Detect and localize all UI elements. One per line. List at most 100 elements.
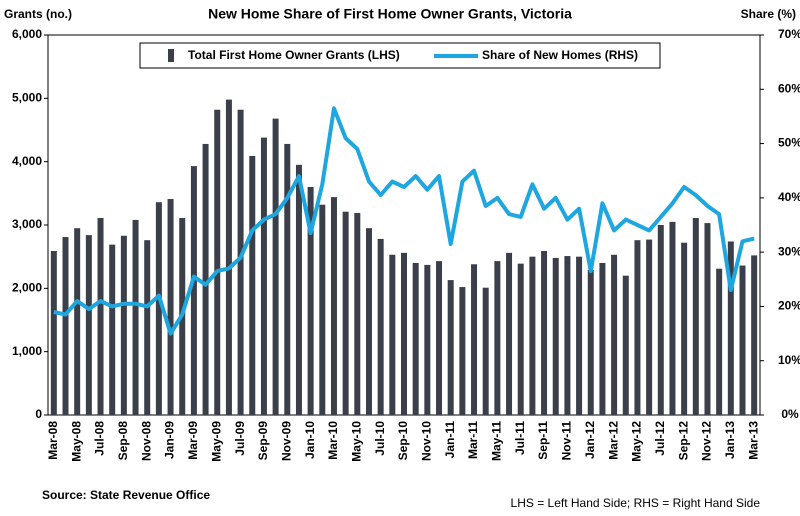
y-tick-label: 0 bbox=[35, 407, 42, 421]
y-tick-label: 6,000 bbox=[12, 27, 42, 41]
legend-swatch bbox=[168, 49, 174, 62]
x-tick-label: Jan-09 bbox=[163, 421, 177, 459]
bar bbox=[62, 237, 69, 415]
x-tick-label: Nov-10 bbox=[420, 421, 434, 461]
y-tick-label: 2,000 bbox=[12, 281, 42, 295]
bar bbox=[307, 187, 314, 415]
x-tick-label: Sep-09 bbox=[256, 421, 270, 461]
bar bbox=[552, 257, 559, 415]
bar bbox=[190, 166, 197, 415]
y2-tick-label: 40% bbox=[778, 190, 800, 204]
line bbox=[53, 106, 755, 336]
bar bbox=[401, 252, 407, 415]
bar bbox=[657, 225, 664, 415]
x-tick-label: Jan-13 bbox=[723, 421, 737, 459]
bar bbox=[599, 263, 606, 415]
x-tick-label: Jul-10 bbox=[373, 421, 387, 456]
bar bbox=[202, 143, 209, 415]
bar bbox=[692, 218, 699, 415]
y2-tick-label: 0% bbox=[781, 407, 799, 421]
bar bbox=[330, 197, 337, 415]
x-tick-label: Nov-09 bbox=[279, 421, 293, 461]
chart-title: New Home Share of First Home Owner Grant… bbox=[208, 6, 572, 22]
bar bbox=[529, 256, 536, 415]
bar bbox=[471, 264, 478, 415]
x-tick-label: Jul-11 bbox=[513, 421, 527, 455]
x-tick-label: Jan-12 bbox=[583, 421, 597, 459]
note: LHS = Left Hand Side; RHS = Right Hand S… bbox=[511, 496, 761, 510]
bar bbox=[506, 252, 513, 415]
legend-label: Total First Home Owner Grants (LHS) bbox=[188, 48, 400, 62]
bar bbox=[622, 275, 629, 415]
x-tick-label: Jul-08 bbox=[93, 421, 107, 456]
x-tick-label: Mar-12 bbox=[606, 421, 620, 460]
bar bbox=[669, 221, 676, 415]
bar bbox=[85, 235, 92, 415]
source: Source: State Revenue Office bbox=[42, 488, 210, 502]
x-tick-label: Nov-11 bbox=[560, 421, 574, 461]
x-tick-label: Mar-11 bbox=[466, 421, 480, 459]
bar bbox=[249, 155, 256, 415]
bar bbox=[751, 255, 758, 415]
x-tick-label: Jan-10 bbox=[303, 421, 317, 459]
x-tick-label: Jan-11 bbox=[443, 421, 457, 459]
bar bbox=[587, 269, 594, 415]
y2-tick-label: 50% bbox=[778, 136, 800, 150]
bar bbox=[576, 256, 583, 415]
bar bbox=[611, 254, 618, 415]
y2-tick-label: 20% bbox=[778, 299, 800, 313]
bar bbox=[739, 265, 746, 415]
x-tick-label: Mar-10 bbox=[326, 421, 340, 460]
bar bbox=[155, 202, 162, 415]
bar bbox=[436, 261, 443, 415]
bar bbox=[564, 256, 571, 415]
x-tick-label: Nov-12 bbox=[700, 421, 714, 461]
y-axis-label: Grants (no.) bbox=[4, 7, 72, 21]
y-tick-label: 5,000 bbox=[12, 91, 42, 105]
bar bbox=[424, 264, 431, 415]
y-tick-label: 3,000 bbox=[12, 217, 42, 231]
x-tick-label: May-09 bbox=[209, 421, 223, 462]
bar bbox=[681, 242, 688, 415]
bar bbox=[389, 254, 396, 415]
bar bbox=[365, 228, 372, 415]
bar bbox=[167, 199, 174, 415]
x-tick-label: May-11 bbox=[490, 421, 504, 461]
bar bbox=[237, 109, 244, 415]
bar bbox=[541, 250, 548, 415]
bar bbox=[295, 164, 302, 415]
y-tick-label: 1,000 bbox=[12, 344, 42, 358]
y2-tick-label: 70% bbox=[778, 27, 800, 41]
x-tick-label: Sep-10 bbox=[396, 421, 410, 461]
x-tick-label: Jul-12 bbox=[653, 421, 667, 456]
x-tick-label: Mar-08 bbox=[46, 421, 60, 460]
bar bbox=[284, 143, 291, 415]
bar bbox=[646, 239, 653, 415]
bar bbox=[716, 268, 723, 415]
y2-tick-label: 30% bbox=[778, 244, 800, 258]
bar bbox=[634, 240, 641, 415]
bar bbox=[225, 99, 232, 415]
bar bbox=[272, 118, 279, 415]
bar bbox=[342, 211, 349, 415]
bar bbox=[97, 218, 104, 415]
x-tick-label: May-12 bbox=[630, 421, 644, 462]
bar bbox=[144, 240, 151, 415]
x-tick-label: May-10 bbox=[349, 421, 363, 462]
bar bbox=[494, 261, 501, 415]
y2-tick-label: 60% bbox=[778, 81, 800, 95]
bar bbox=[517, 263, 524, 415]
bar bbox=[377, 238, 384, 415]
x-tick-label: Jul-09 bbox=[233, 421, 247, 456]
y2-axis-label: Share (%) bbox=[741, 7, 796, 21]
x-tick-label: Sep-11 bbox=[536, 421, 550, 460]
y2-tick-label: 10% bbox=[778, 353, 800, 367]
bar bbox=[109, 244, 116, 415]
x-tick-label: May-08 bbox=[69, 421, 83, 462]
bar bbox=[319, 204, 326, 415]
bar bbox=[482, 287, 489, 415]
bar bbox=[50, 250, 57, 415]
legend-box bbox=[139, 42, 661, 69]
bar bbox=[132, 219, 139, 415]
y-tick-label: 4,000 bbox=[12, 154, 42, 168]
